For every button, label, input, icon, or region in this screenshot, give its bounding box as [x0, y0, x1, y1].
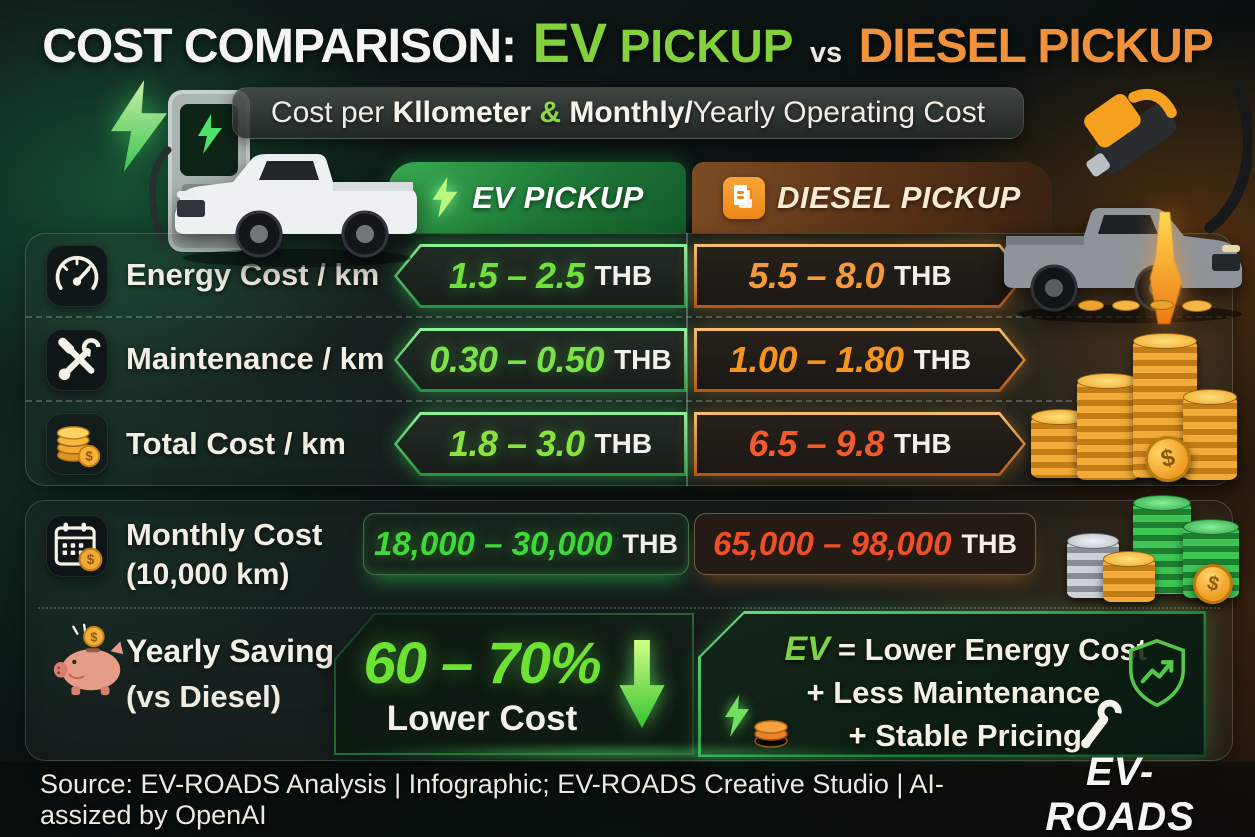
arrow-down-icon	[618, 640, 665, 728]
summary-line1: = Lower Energy Cost	[837, 631, 1148, 667]
yearly-saving-label: Yearly Saving (vs Diesel)	[126, 629, 334, 719]
footer: Source: EV-ROADS Analysis | Infographic;…	[0, 750, 1255, 837]
yearly-saving-caption: Lower Cost	[386, 698, 578, 738]
yearly-label-line1: Yearly Saving	[126, 633, 335, 669]
column-header-ev-label: EV PICKUP	[472, 179, 644, 215]
ev-value-badge: 1.5 – 2.5 THB	[394, 244, 687, 308]
fuel-pump-icon	[723, 176, 766, 219]
row-label: Total Cost / km	[126, 426, 346, 461]
subtitle-seg2: Kllometer	[392, 96, 532, 129]
column-header-diesel: DIESEL PICKUP	[692, 162, 1052, 233]
ev-value: 1.5 – 2.5	[448, 255, 585, 296]
title-ev: EV	[532, 11, 608, 74]
table-row-total-cost: $ Total Cost / km 1.8 – 3.0 THB 6.5 – 9.…	[26, 402, 1232, 486]
calendar-dollar-icon: $	[46, 515, 108, 577]
dollar-glyph: $	[90, 630, 97, 644]
fuel-nozzle-icon	[1084, 80, 1252, 234]
subtitle-seg4: Monthly/	[569, 96, 693, 129]
monthly-label-line2: (10,000 km)	[126, 558, 290, 591]
ev-unit: THB	[594, 260, 653, 291]
table-row-maintenance: Maintenance / km 0.30 – 0.50 THB 1.00 – …	[26, 318, 1232, 402]
monthly-ev-unit: THB	[622, 528, 679, 559]
ev-unit: THB	[594, 428, 653, 459]
diesel-unit: THB	[913, 344, 972, 375]
subtitle-seg1: Cost per	[270, 96, 393, 129]
wrench-icon	[1080, 699, 1122, 748]
piggy-bank-icon: $	[53, 623, 124, 696]
yearly-label-line2: (vs Diesel)	[126, 679, 282, 714]
subtitle-banner: Cost per Kllometer & Monthly/ Yearly Ope…	[232, 87, 1024, 139]
column-header-ev: EV PICKUP	[388, 162, 686, 233]
diesel-unit: THB	[894, 260, 952, 291]
yearly-saving-badge: 60 – 70% Lower Cost	[334, 613, 694, 755]
ev-summary-box: EV = Lower Energy Cost + Less Maintenance…	[698, 611, 1206, 757]
monthly-diesel-badge: 65,000 – 98,000 THB	[694, 513, 1036, 575]
monthly-diesel-value: 65,000 – 98,000	[712, 525, 952, 562]
per-km-cost-table: Energy Cost / km 1.5 – 2.5 THB 5.5 – 8.0…	[25, 233, 1233, 486]
column-header-diesel-label: DIESEL PICKUP	[777, 179, 1021, 215]
title-main: COST COMPARISON:	[42, 20, 517, 73]
diesel-value-badge: 5.5 – 8.0 THB	[694, 244, 1026, 308]
title-pickup: PICKUP	[619, 20, 794, 72]
diesel-value-badge: 1.00 – 1.80 THB	[694, 328, 1026, 392]
bolt-coins-icon	[724, 694, 788, 748]
ev-unit: THB	[614, 344, 672, 375]
gauge-icon	[46, 245, 108, 307]
lightning-bolt-decor-icon	[110, 80, 168, 172]
summary-line2: + Less Maintenance	[806, 674, 1101, 710]
brand-logo: EV-ROADS	[1025, 750, 1215, 837]
diesel-value: 6.5 – 9.8	[748, 423, 885, 464]
dollar-glyph: $	[87, 552, 95, 567]
shield-check-icon	[1128, 638, 1185, 707]
diesel-value: 1.00 – 1.80	[728, 339, 904, 380]
ev-value-badge: 0.30 – 0.50 THB	[394, 328, 687, 392]
ev-value: 0.30 – 0.50	[429, 339, 605, 380]
row-label: Energy Cost / km	[126, 257, 380, 292]
source-credit-text: Source: EV-ROADS Analysis | Infographic;…	[40, 768, 944, 830]
lightning-bolt-icon	[432, 177, 458, 218]
monthly-cost-label: Monthly Cost (10,000 km)	[126, 503, 322, 607]
diesel-unit: THB	[894, 428, 952, 459]
monthly-ev-badge: 18,000 – 30,000 THB	[363, 513, 689, 575]
page-title: COST COMPARISON: EV PICKUP vs DIESEL PIC…	[0, 10, 1255, 75]
ev-value-badge: 1.8 – 3.0 THB	[394, 412, 687, 476]
diesel-value: 5.5 – 8.0	[748, 255, 885, 296]
tools-icon	[46, 329, 108, 391]
row-label: Maintenance / km	[126, 341, 385, 376]
operating-cost-panel: $ Monthly Cost (10,000 km) 18,000 – 30,0…	[25, 500, 1233, 761]
diesel-value-badge: 6.5 – 9.8 THB	[694, 412, 1026, 476]
subtitle-seg5: Yearly Operating Cost	[692, 96, 986, 129]
subtitle-seg3: &	[531, 96, 570, 129]
summary-line3: + Stable Pricing	[848, 717, 1082, 753]
summary-accent: EV	[784, 629, 830, 668]
title-vs: vs	[809, 37, 843, 69]
monthly-label-line1: Monthly Cost	[126, 517, 323, 552]
table-row-energy-cost: Energy Cost / km 1.5 – 2.5 THB 5.5 – 8.0…	[26, 234, 1232, 318]
coins-icon: $	[46, 413, 108, 475]
dollar-glyph: $	[85, 449, 93, 464]
ev-value: 1.8 – 3.0	[448, 423, 585, 464]
yearly-saving-value: 60 – 70%	[363, 630, 601, 696]
title-diesel: DIESEL PICKUP	[858, 20, 1214, 73]
green-glow-decor	[340, 745, 900, 761]
brand-logo-text: EV-ROADS	[1045, 749, 1195, 837]
monthly-ev-value: 18,000 – 30,000	[373, 525, 613, 562]
row-separator	[38, 607, 1220, 609]
monthly-diesel-unit: THB	[961, 528, 1018, 559]
column-divider	[686, 233, 688, 486]
